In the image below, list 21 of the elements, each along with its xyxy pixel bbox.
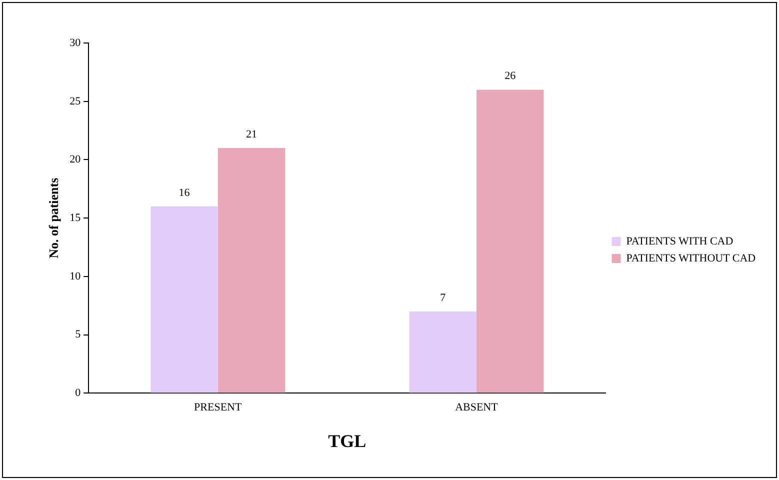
bar: [476, 90, 544, 393]
y-axis-title: No. of patients: [46, 178, 62, 258]
x-axis-title: TGL: [328, 430, 366, 451]
y-tick-label: 20: [70, 154, 82, 166]
bar: [150, 206, 218, 393]
data-label: 7: [440, 292, 446, 304]
data-label: 16: [178, 186, 190, 199]
data-label: 26: [504, 70, 516, 82]
x-tick-label: ABSENT: [455, 402, 498, 414]
legend-label: PATIENTS WITHOUT CAD: [626, 252, 756, 264]
legend-label: PATIENTS WITH CAD: [626, 235, 734, 248]
y-tick-label: 25: [70, 95, 82, 108]
y-tick-label: 30: [70, 36, 82, 49]
y-tick-label: 10: [70, 270, 82, 282]
bar: [218, 148, 286, 393]
data-label: 21: [246, 128, 257, 140]
y-tick-label: 15: [70, 212, 82, 224]
y-tick-label: 5: [75, 328, 82, 341]
y-tick-label: 0: [75, 387, 82, 400]
x-tick-label: PRESENT: [194, 402, 242, 414]
bar: [409, 311, 476, 393]
